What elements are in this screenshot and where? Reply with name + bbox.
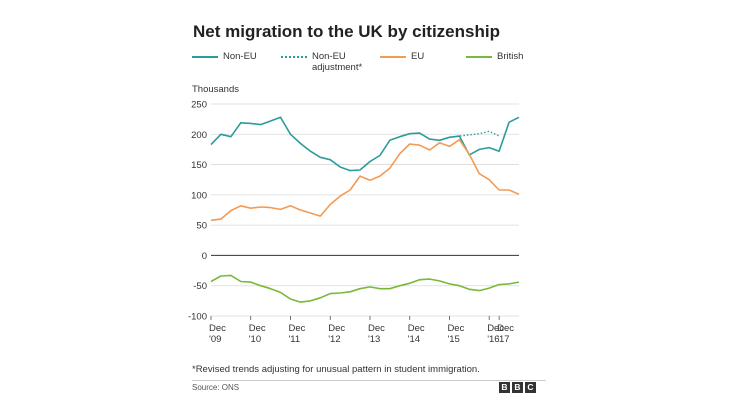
y-tick-label: 50	[196, 221, 207, 232]
x-tick-label: Dec	[408, 323, 425, 334]
y-axis-title: Thousands	[192, 84, 239, 95]
footnote: *Revised trends adjusting for unusual pa…	[192, 364, 480, 375]
legend-label-adjustment: Non-EU adjustment*	[312, 51, 392, 73]
x-tick-label-year: '17	[497, 334, 509, 345]
chart-title: Net migration to the UK by citizenship	[193, 22, 500, 41]
y-tick-label: -50	[193, 281, 207, 292]
y-tick-label: 250	[191, 100, 207, 111]
x-tick-label-year: '11	[288, 334, 300, 345]
legend-swatch-non-eu	[192, 56, 218, 58]
legend-label-adjustment-line1: Non-EU	[312, 51, 346, 62]
x-tick-label: Dec	[209, 323, 226, 334]
x-tick-label: Dec	[487, 323, 504, 334]
x-tick-label: Dec	[497, 323, 514, 334]
bbc-logo-letter-3: C	[525, 382, 536, 393]
y-tick-label: -100	[188, 312, 207, 323]
chart-plot: Thousands250200150100500-50-100Dec'09Dec…	[188, 84, 520, 345]
y-tick-label: 100	[191, 190, 207, 201]
x-tick-label-year: '10	[249, 334, 261, 345]
x-tick-label: Dec	[288, 323, 305, 334]
x-tick-label-year: '14	[408, 334, 420, 345]
y-tick-label: 200	[191, 130, 207, 141]
legend-swatch-eu	[380, 56, 406, 58]
x-tick-label-year: '12	[328, 334, 340, 345]
source-divider	[192, 380, 546, 381]
legend-label-eu: EU	[411, 51, 425, 62]
chart-card: Net migration to the UK by citizenship N…	[183, 0, 563, 420]
bbc-logo-letter-1: B	[499, 382, 510, 393]
series-line-eu	[210, 138, 520, 222]
x-tick-label: Dec	[368, 323, 385, 334]
x-tick-label: Dec	[249, 323, 266, 334]
y-tick-label: 150	[191, 160, 207, 171]
source-credit: Source: ONS	[192, 383, 240, 392]
legend-label-non-eu: Non-EU	[223, 51, 257, 62]
legend-swatch-adjustment	[281, 56, 307, 58]
series-line-british	[210, 274, 520, 303]
x-tick-label-year: '09	[209, 334, 221, 345]
bbc-logo: B B C	[499, 382, 536, 393]
legend-label-adjustment-line2: adjustment*	[312, 62, 363, 73]
x-tick-label: Dec	[328, 323, 345, 334]
legend-swatch-british	[466, 56, 492, 58]
x-tick-label-year: '16	[487, 334, 499, 345]
y-tick-label: 0	[202, 251, 207, 262]
x-tick-label-year: '13	[368, 334, 380, 345]
legend-label-british: British	[497, 51, 524, 62]
bbc-logo-letter-2: B	[512, 382, 523, 393]
x-tick-label: Dec	[447, 323, 464, 334]
x-tick-label-year: '15	[447, 334, 459, 345]
series-line-adjustment	[449, 130, 500, 138]
